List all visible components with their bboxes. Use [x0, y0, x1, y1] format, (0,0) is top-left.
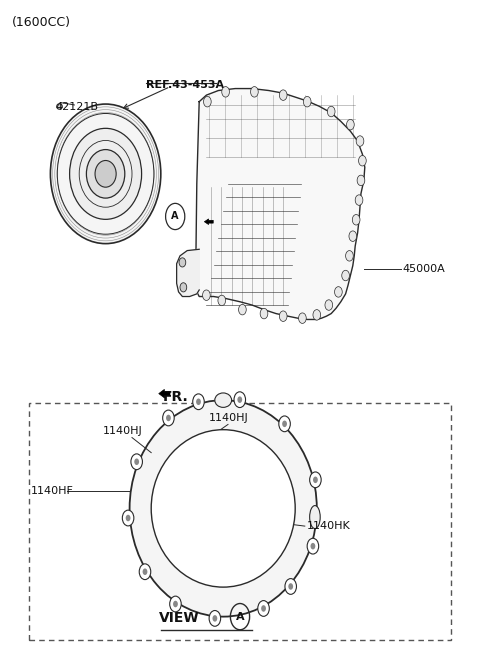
Circle shape: [234, 392, 246, 407]
Circle shape: [342, 270, 349, 281]
Text: 42121B: 42121B: [55, 102, 98, 112]
Text: FR.: FR.: [163, 390, 189, 404]
Ellipse shape: [310, 506, 320, 529]
Circle shape: [131, 454, 143, 470]
Circle shape: [203, 290, 210, 300]
Circle shape: [261, 605, 266, 612]
Bar: [29, 403, 451, 640]
Circle shape: [134, 459, 139, 465]
Circle shape: [285, 579, 297, 594]
Ellipse shape: [151, 430, 295, 587]
Circle shape: [180, 283, 187, 292]
Circle shape: [356, 136, 364, 146]
Circle shape: [307, 539, 319, 554]
Circle shape: [359, 155, 366, 166]
Text: 45000A: 45000A: [402, 264, 445, 274]
Text: (1600CC): (1600CC): [12, 16, 71, 30]
Circle shape: [355, 195, 363, 205]
Circle shape: [126, 515, 131, 522]
Circle shape: [311, 543, 315, 550]
Circle shape: [352, 215, 360, 225]
Circle shape: [299, 313, 306, 323]
Circle shape: [122, 510, 134, 526]
Circle shape: [279, 416, 290, 432]
Circle shape: [238, 396, 242, 403]
Circle shape: [170, 596, 181, 612]
Circle shape: [349, 231, 357, 241]
Ellipse shape: [95, 161, 116, 187]
Text: 1140HF: 1140HF: [31, 485, 74, 496]
Ellipse shape: [86, 150, 125, 198]
Text: A: A: [171, 211, 179, 222]
Circle shape: [325, 300, 333, 310]
Circle shape: [313, 476, 318, 483]
Circle shape: [196, 398, 201, 405]
Circle shape: [193, 394, 204, 409]
Text: VIEW: VIEW: [158, 611, 199, 625]
Ellipse shape: [70, 129, 142, 219]
Circle shape: [279, 311, 287, 321]
Ellipse shape: [50, 104, 161, 243]
Circle shape: [222, 87, 229, 97]
Circle shape: [335, 287, 342, 297]
Text: 1140HJ: 1140HJ: [209, 413, 249, 423]
Circle shape: [213, 615, 217, 622]
Circle shape: [260, 308, 268, 319]
Circle shape: [303, 96, 311, 107]
Circle shape: [204, 96, 211, 107]
Circle shape: [310, 472, 321, 487]
Circle shape: [163, 410, 174, 426]
Circle shape: [347, 119, 354, 130]
Polygon shape: [177, 249, 199, 297]
Text: A: A: [236, 611, 244, 622]
Circle shape: [209, 611, 221, 626]
Circle shape: [139, 564, 151, 580]
Polygon shape: [196, 89, 365, 319]
Circle shape: [258, 601, 269, 617]
Circle shape: [279, 90, 287, 100]
Circle shape: [179, 258, 186, 267]
Circle shape: [251, 87, 258, 97]
Circle shape: [288, 583, 293, 590]
Text: REF.43-453A: REF.43-453A: [146, 80, 225, 90]
Circle shape: [327, 106, 335, 117]
Text: 1140HJ: 1140HJ: [103, 426, 143, 436]
Circle shape: [143, 569, 147, 575]
Text: 1140HK: 1140HK: [307, 521, 351, 531]
Circle shape: [166, 415, 171, 421]
Circle shape: [239, 304, 246, 315]
Ellipse shape: [130, 400, 317, 617]
Circle shape: [282, 420, 287, 427]
Ellipse shape: [215, 393, 232, 407]
Circle shape: [313, 310, 321, 320]
Circle shape: [357, 175, 365, 186]
Circle shape: [346, 251, 353, 261]
Circle shape: [166, 203, 185, 230]
Circle shape: [173, 601, 178, 607]
Circle shape: [218, 295, 226, 306]
